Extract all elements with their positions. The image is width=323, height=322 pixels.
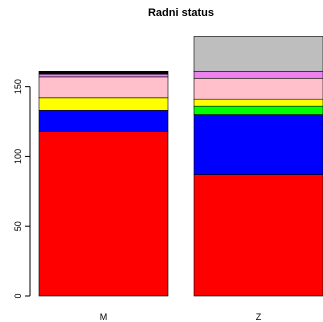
- bar-segment-Z-4: [193, 77, 323, 100]
- bar-segment-M-0: [38, 131, 169, 297]
- bar-segment-Z-2: [193, 105, 323, 115]
- bar-segment-Z-1: [193, 114, 323, 175]
- bar-segment-Z-7: [193, 36, 323, 72]
- bar-segment-Z-5: [193, 70, 323, 79]
- bars-group: [38, 36, 323, 297]
- category-label-Z: Z: [256, 312, 262, 322]
- y-tick-label-0: 0: [13, 293, 23, 298]
- bar-stack-M: [38, 70, 169, 297]
- bar-segment-M-3: [38, 97, 169, 111]
- bar-segment-M-5: [38, 73, 169, 78]
- bar-segment-Z-3: [193, 98, 323, 107]
- bar-segment-Z-0: [193, 174, 323, 297]
- y-tick-label-100: 100: [13, 149, 23, 164]
- y-tick-label-150: 150: [13, 79, 23, 94]
- y-tick-label-50: 50: [13, 221, 23, 231]
- bar-stack-Z: [193, 36, 323, 297]
- chart-title: Radni status: [148, 7, 214, 19]
- category-label-M: M: [100, 312, 108, 322]
- bar-segment-M-4: [38, 76, 169, 99]
- bar-segment-M-1: [38, 110, 169, 132]
- y-axis: 0 50 100 150: [13, 79, 31, 299]
- bar-segment-M-6: [38, 70, 169, 75]
